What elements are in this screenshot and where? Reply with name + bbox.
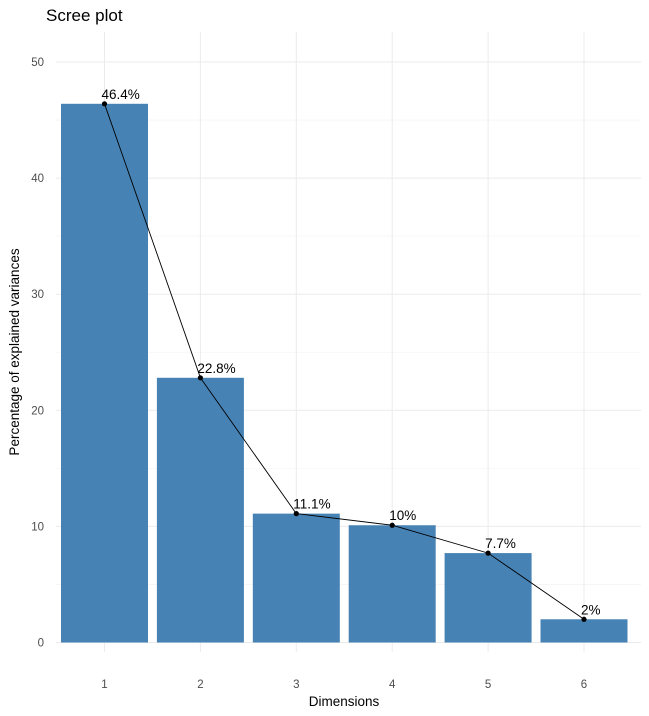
data-label: 11.1% — [293, 497, 330, 512]
bar — [156, 377, 244, 643]
data-point — [581, 616, 587, 622]
y-tick-label: 50 — [31, 57, 44, 69]
x-tick-label: 6 — [581, 679, 587, 691]
data-label: 10% — [389, 508, 416, 523]
bar — [348, 525, 436, 643]
data-point — [389, 522, 395, 528]
axis-layer: 0 10 20 30 40 50 1 2 3 4 5 6 — [31, 57, 587, 691]
data-label: 46.4% — [102, 87, 140, 102]
y-tick-label: 40 — [31, 173, 44, 185]
x-tick-label: 1 — [101, 679, 107, 691]
series-line — [104, 103, 585, 620]
x-axis-title: Dimensions — [309, 694, 380, 709]
label-layer: 46.4% 22.8% 11.1% 10% 7.7% 2% — [102, 87, 601, 617]
y-tick-label: 0 — [38, 638, 44, 650]
x-tick-label: 2 — [197, 679, 203, 691]
bar — [540, 619, 628, 643]
y-tick-label: 30 — [31, 289, 44, 301]
data-point — [485, 550, 491, 556]
bar-layer — [61, 103, 628, 643]
data-label: 22.8% — [197, 361, 235, 376]
y-tick-label: 20 — [31, 405, 44, 417]
data-label: 2% — [581, 602, 601, 617]
chart-title: Scree plot — [46, 6, 123, 25]
x-tick-label: 4 — [389, 679, 396, 691]
data-point — [101, 101, 108, 107]
bar — [61, 103, 148, 643]
bar — [444, 553, 532, 643]
x-tick-label: 5 — [485, 679, 491, 691]
line-layer — [101, 101, 587, 622]
x-tick-label: 3 — [293, 679, 299, 691]
data-label: 7.7% — [485, 536, 516, 551]
y-axis-title: Percentage of explained variances — [7, 248, 22, 455]
bar — [252, 513, 340, 643]
y-tick-label: 10 — [31, 521, 44, 533]
data-point — [293, 511, 299, 517]
data-point — [197, 375, 203, 381]
